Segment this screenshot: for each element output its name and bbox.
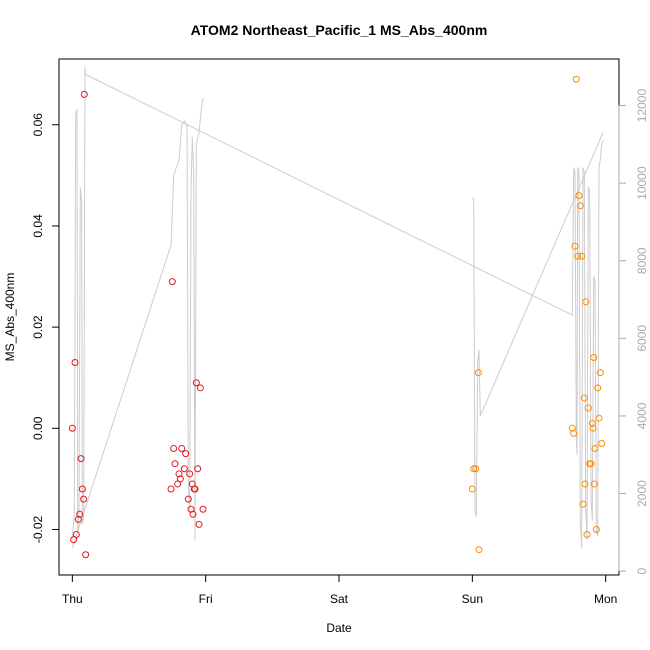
y2-tick-label: 2000 [635, 480, 649, 507]
data-point [176, 475, 184, 483]
data-point [80, 90, 88, 98]
data-point [82, 551, 90, 559]
data-point [167, 485, 175, 493]
data-point [580, 394, 588, 402]
data-point [191, 485, 199, 493]
data-point [590, 480, 598, 488]
data-point [68, 424, 76, 432]
data-point [592, 525, 600, 533]
x-axis-label: Date [326, 621, 352, 635]
data-point [470, 465, 478, 473]
series-line-2 [71, 66, 604, 548]
data-point [195, 520, 203, 528]
data-point [584, 404, 592, 412]
data-point [196, 384, 204, 392]
series-line-3 [71, 97, 204, 548]
data-point [582, 298, 590, 306]
data-point [72, 531, 80, 539]
data-point [576, 202, 584, 210]
data-point [568, 424, 576, 432]
x-tick-label: Mon [594, 592, 617, 606]
y2-axis: 0 2000 4000 6000 8000 10000 12000 [618, 89, 649, 574]
data-point [574, 252, 582, 260]
data-point [171, 460, 179, 468]
data-point [474, 369, 482, 377]
data-point [595, 414, 603, 422]
x-tick-label: Fri [199, 592, 213, 606]
plot-frame [58, 58, 620, 576]
data-point [472, 465, 480, 473]
y2-tick-label: 8000 [635, 247, 649, 274]
data-point [175, 470, 183, 478]
data-point [180, 465, 188, 473]
y-tick-label: 0.06 [31, 113, 45, 137]
y-tick-label: 0.04 [31, 214, 45, 238]
data-point [598, 439, 606, 447]
data-point [590, 353, 598, 361]
series-line-4 [472, 132, 604, 517]
data-point [186, 470, 194, 478]
data-point [591, 445, 599, 453]
data-point [78, 485, 86, 493]
chart-title: ATOM2 Northeast_Pacific_1 MS_Abs_400nm [191, 22, 488, 38]
x-tick-label: Sat [330, 592, 349, 606]
x-tick-label: Sun [462, 592, 483, 606]
data-point [76, 510, 84, 518]
x-axis: Thu Fri Sat Sun Mon [62, 574, 617, 606]
data-point [71, 359, 79, 367]
y-tick-label: 0.02 [31, 315, 45, 339]
data-point [189, 510, 197, 518]
data-point [184, 495, 192, 503]
y-tick-label: -0.02 [31, 515, 45, 543]
data-point [587, 460, 595, 468]
y2-tick-label: 12000 [635, 89, 649, 123]
y-tick-label: 0.00 [31, 416, 45, 440]
y2-tick-label: 10000 [635, 166, 649, 200]
data-point [80, 495, 88, 503]
data-point [578, 252, 586, 260]
data-point [572, 75, 580, 83]
series-lines [71, 66, 604, 548]
data-point [588, 419, 596, 427]
data-point [192, 379, 200, 387]
data-point [571, 242, 579, 250]
y2-tick-label: 6000 [635, 325, 649, 352]
y-axis: -0.02 0.00 0.02 0.04 0.06 [31, 113, 60, 543]
y2-tick-label: 0 [635, 567, 649, 574]
x-tick-label: Thu [62, 592, 83, 606]
data-point [199, 505, 207, 513]
data-point [594, 384, 602, 392]
data-point [581, 480, 589, 488]
data-point [575, 192, 583, 200]
data-point [178, 445, 186, 453]
data-point [182, 450, 190, 458]
data-point [475, 546, 483, 554]
data-point [168, 278, 176, 286]
data-point [579, 500, 587, 508]
series-points [68, 75, 606, 559]
data-point [170, 445, 178, 453]
data-point [74, 515, 82, 523]
data-point [77, 455, 85, 463]
data-point [194, 465, 202, 473]
data-point [583, 531, 591, 539]
data-point [589, 424, 597, 432]
data-point [570, 429, 578, 437]
y2-tick-label: 4000 [635, 402, 649, 429]
data-point [468, 485, 476, 493]
y-axis-label: MS_Abs_400nm [3, 273, 17, 362]
data-point [596, 369, 604, 377]
